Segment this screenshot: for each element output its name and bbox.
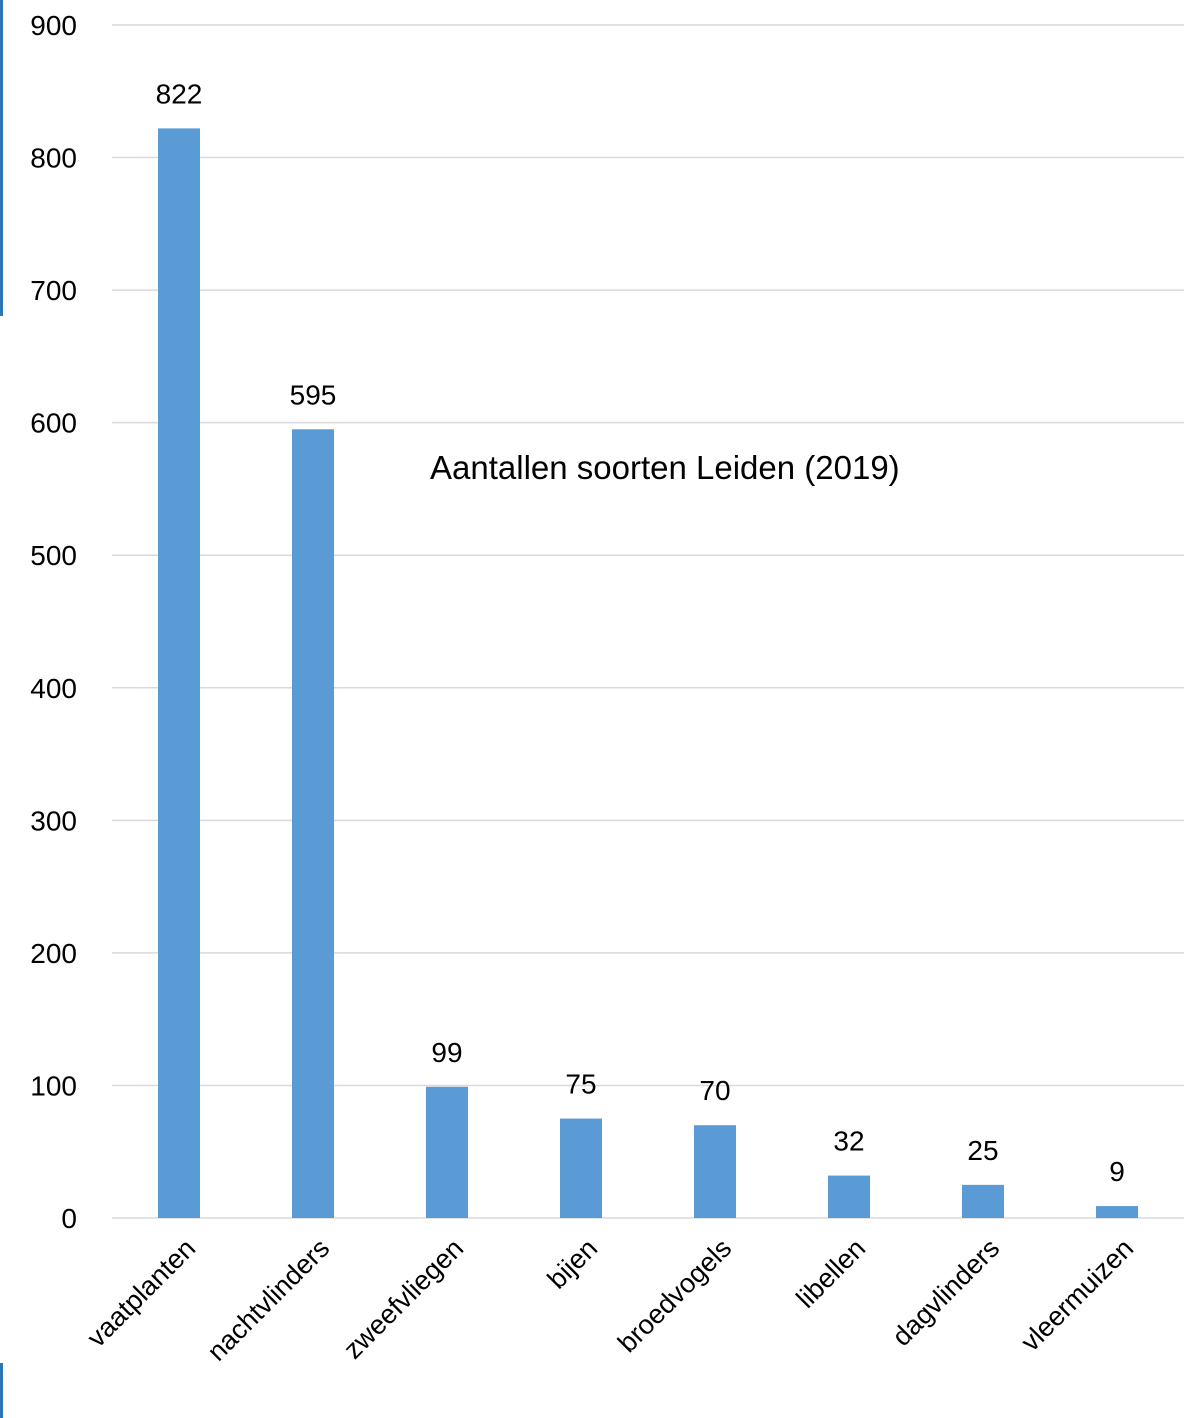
bars	[158, 128, 1138, 1219]
x-category-label: dagvlinders	[886, 1233, 1005, 1352]
bar-zweefvliegen	[426, 1086, 468, 1218]
y-axis-ticks: 0 100 200 300 400 500 600 700 800 900	[30, 10, 77, 1234]
x-axis-categories: vaatplanten nachtvlinders zweefvliegen bije…	[81, 1233, 1139, 1367]
left-edge-accent	[0, 0, 3, 316]
x-category-label: vleermuizen	[1015, 1233, 1139, 1357]
y-tick-label: 0	[61, 1203, 77, 1234]
data-label: 9	[1109, 1156, 1125, 1187]
y-tick-label: 200	[30, 938, 77, 969]
data-label: 75	[565, 1069, 596, 1100]
y-tick-label: 300	[30, 805, 77, 836]
y-tick-label: 400	[30, 673, 77, 704]
x-category-label: libellen	[791, 1233, 872, 1314]
bar-broedvogels	[694, 1125, 736, 1218]
data-label: 25	[967, 1135, 998, 1166]
gridlines	[112, 24, 1184, 1219]
chart-title: Aantallen soorten Leiden (2019)	[430, 449, 900, 486]
bar-libellen	[828, 1175, 870, 1218]
left-edge-accent-bottom	[0, 1363, 3, 1418]
x-category-label: zweefvliegen	[338, 1233, 470, 1365]
bar-bijen	[560, 1118, 602, 1218]
y-tick-label: 500	[30, 540, 77, 571]
data-label: 595	[290, 379, 337, 410]
y-tick-label: 100	[30, 1070, 77, 1101]
data-label: 32	[833, 1126, 864, 1157]
data-labels: 822 595 99 75 70 32 25 9	[156, 78, 1125, 1187]
data-label: 822	[156, 78, 203, 109]
x-category-label: bijen	[542, 1233, 604, 1295]
y-tick-label: 800	[30, 143, 77, 174]
y-tick-label: 700	[30, 275, 77, 306]
x-category-label: vaatplanten	[81, 1233, 201, 1353]
y-tick-label: 600	[30, 408, 77, 439]
bar-dagvlinders	[962, 1184, 1004, 1218]
bar-vaatplanten	[158, 128, 200, 1219]
data-label: 99	[431, 1037, 462, 1068]
data-label: 70	[699, 1075, 730, 1106]
bar-nachtvlinders	[292, 429, 334, 1218]
x-category-label: nachtvlinders	[202, 1233, 336, 1367]
y-tick-label: 900	[30, 10, 77, 41]
x-category-label: broedvogels	[612, 1233, 737, 1358]
bar-vleermuizen	[1096, 1206, 1138, 1218]
